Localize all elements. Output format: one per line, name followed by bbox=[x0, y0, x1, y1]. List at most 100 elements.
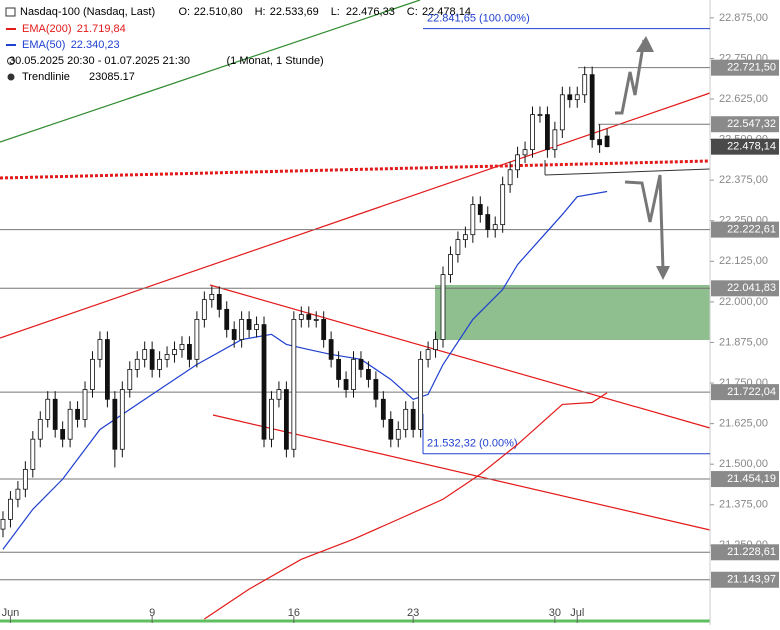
candle-body bbox=[604, 135, 610, 148]
level-label: 21.228,61 bbox=[727, 546, 776, 558]
candle bbox=[224, 301, 230, 338]
candle bbox=[179, 336, 185, 358]
candle bbox=[485, 206, 491, 238]
candle bbox=[462, 226, 468, 248]
candle-body bbox=[366, 369, 371, 380]
candle bbox=[410, 401, 416, 438]
candle bbox=[22, 461, 28, 498]
candle-body bbox=[45, 398, 51, 420]
candle-body bbox=[492, 224, 498, 230]
candle bbox=[321, 311, 327, 348]
candle-body bbox=[82, 389, 88, 420]
candle bbox=[440, 266, 446, 348]
candle bbox=[0, 511, 6, 538]
candle-body bbox=[67, 408, 73, 440]
x-tick-label: 23 bbox=[407, 607, 419, 619]
candle-body bbox=[552, 129, 558, 151]
candle bbox=[201, 291, 207, 328]
candle-body bbox=[358, 358, 364, 370]
candle-body bbox=[462, 234, 468, 240]
candle-body bbox=[90, 358, 95, 390]
candle-body bbox=[112, 398, 118, 450]
candle bbox=[328, 331, 334, 368]
level-label: 21.143,97 bbox=[727, 574, 776, 586]
candle-body bbox=[164, 354, 170, 360]
y-tick-label: 22.375,00 bbox=[719, 174, 768, 186]
arrow-up bbox=[615, 39, 646, 115]
candle bbox=[283, 381, 289, 458]
candle-body bbox=[470, 204, 476, 236]
candle-body bbox=[142, 349, 148, 360]
x-tick-label: 16 bbox=[288, 607, 300, 619]
candle-body bbox=[351, 358, 356, 390]
level-box bbox=[711, 471, 779, 488]
candle-body bbox=[179, 344, 185, 351]
candle bbox=[515, 146, 520, 178]
candle-body bbox=[403, 408, 409, 430]
ema-line bbox=[204, 392, 608, 620]
candle bbox=[336, 351, 341, 388]
legend-icon bbox=[7, 57, 15, 65]
candle bbox=[455, 231, 461, 263]
candle-body bbox=[8, 498, 13, 520]
fib-label: 21.532,32 (0.00%) bbox=[427, 438, 518, 450]
ohlc-name: L: bbox=[331, 6, 340, 18]
candle bbox=[574, 86, 580, 108]
ohlc-value: 22.478,14 bbox=[422, 6, 471, 18]
candle-body bbox=[321, 319, 327, 340]
candle bbox=[530, 106, 535, 158]
candle-body bbox=[380, 398, 386, 420]
candle bbox=[30, 431, 36, 478]
candle bbox=[15, 481, 21, 508]
trend-line-dotted bbox=[0, 159, 711, 180]
candle-body bbox=[276, 389, 282, 400]
candle-body bbox=[149, 349, 155, 370]
legend-name: EMA(200) bbox=[22, 23, 72, 35]
y-tick-label: 22.125,00 bbox=[719, 255, 768, 267]
candle-body bbox=[448, 254, 453, 276]
candle-body bbox=[500, 184, 506, 226]
candle bbox=[194, 311, 200, 368]
level-label: 22.478,14 bbox=[727, 141, 776, 153]
level-box bbox=[711, 571, 779, 588]
candle bbox=[313, 311, 319, 328]
candle-body bbox=[395, 429, 401, 440]
arrow-up-head bbox=[636, 36, 654, 52]
candle-body bbox=[52, 398, 58, 430]
candle bbox=[269, 391, 274, 448]
candle-body bbox=[343, 379, 349, 390]
candle bbox=[306, 306, 312, 328]
legend-name: EMA(50) bbox=[22, 39, 65, 51]
candle bbox=[127, 361, 133, 398]
candle bbox=[448, 246, 453, 283]
candle bbox=[373, 371, 379, 408]
candle bbox=[433, 331, 438, 358]
legend-period-note: (1 Monat, 1 Stunde) bbox=[227, 55, 324, 67]
candle-body bbox=[477, 204, 483, 215]
legend-value: 22.340,23 bbox=[71, 39, 120, 51]
candle bbox=[261, 316, 267, 448]
candle-body bbox=[313, 319, 319, 321]
candle bbox=[589, 66, 595, 148]
candle-body bbox=[574, 94, 580, 101]
candle-body bbox=[75, 408, 80, 420]
candle-body bbox=[104, 339, 110, 400]
candle-body bbox=[507, 169, 513, 186]
candle-body bbox=[22, 468, 28, 490]
y-tick-label: 22.625,00 bbox=[719, 93, 768, 105]
candle bbox=[90, 351, 95, 398]
level-label: 21.722,04 bbox=[727, 386, 776, 398]
candle-body bbox=[209, 294, 215, 301]
candle-body bbox=[239, 319, 245, 340]
candle-body bbox=[231, 329, 237, 340]
candle bbox=[366, 361, 371, 388]
legend-title: Nasdaq-100 (Nasdaq, Last) bbox=[20, 6, 155, 18]
candle bbox=[552, 121, 558, 158]
candle bbox=[75, 401, 80, 428]
candle bbox=[37, 411, 43, 448]
candle-body bbox=[455, 239, 461, 255]
y-tick-label: 21.625,00 bbox=[719, 418, 768, 430]
candle bbox=[45, 391, 51, 428]
candle-body bbox=[485, 214, 491, 230]
